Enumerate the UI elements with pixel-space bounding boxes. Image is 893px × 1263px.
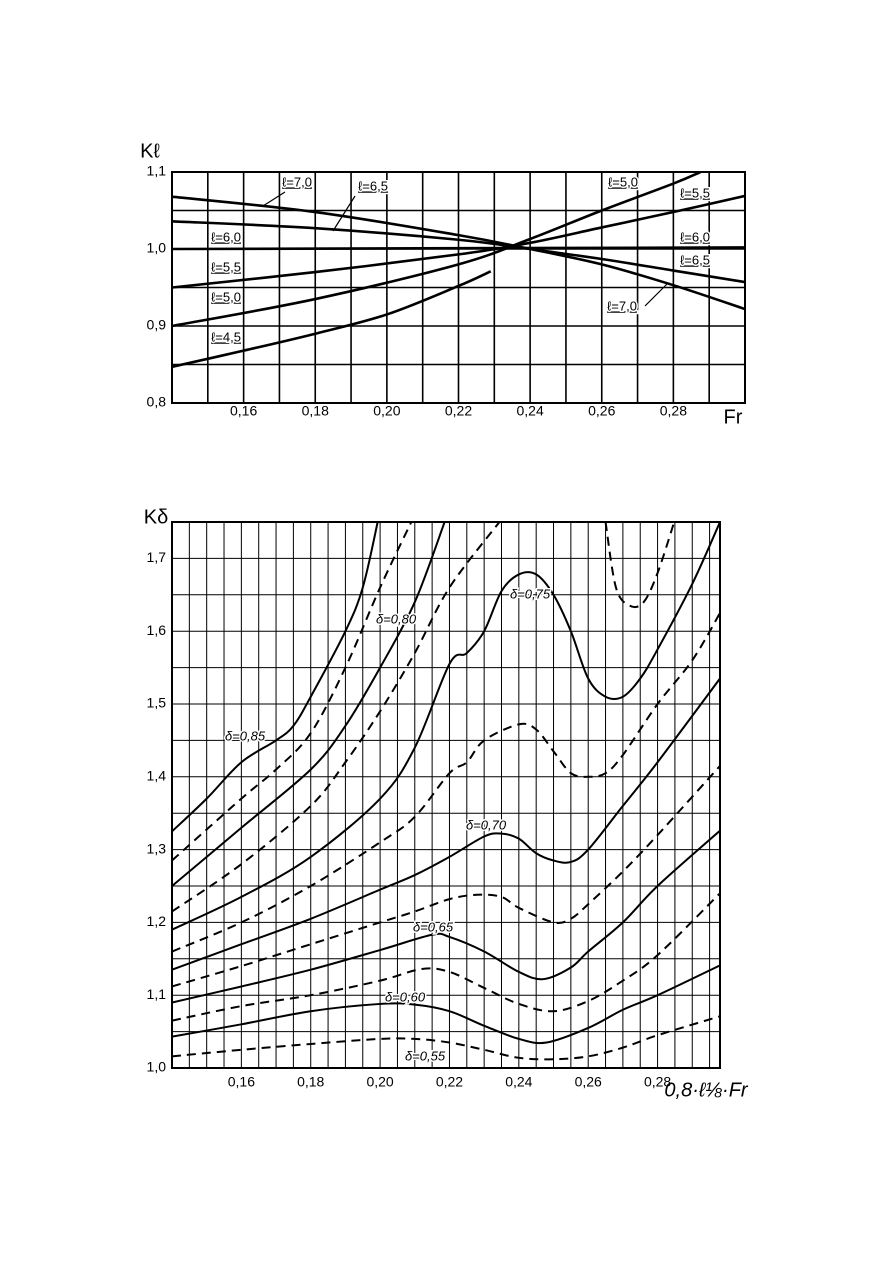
curve (172, 892, 720, 1022)
curve (172, 829, 720, 1004)
plot-area (172, 522, 720, 1061)
curve (172, 964, 720, 1045)
y-tick-label: 1,0 (147, 1059, 167, 1075)
y-tick-label: 1,5 (147, 695, 167, 711)
curve (172, 522, 720, 931)
x-tick-label: 0,28 (660, 403, 687, 419)
x-tick-label: 0,26 (588, 403, 615, 419)
y-tick-label: 1,7 (147, 549, 167, 565)
curve-label: ℓ=4,5 (211, 329, 241, 344)
y-tick-label: 1,6 (147, 622, 167, 638)
x-tick-label: 0,22 (445, 403, 472, 419)
y-tick-label: 1,1 (147, 986, 167, 1002)
curve-label: ℓ=6,0 (680, 229, 710, 244)
curve (172, 1015, 720, 1061)
curve-label: δ=0,80 (376, 611, 417, 626)
y-tick-label: 1,2 (147, 913, 167, 929)
y-tick-label: 0,8 (147, 394, 167, 410)
curve-label: ℓ=5,0 (211, 289, 241, 304)
curve-label: ℓ=7,0 (282, 174, 312, 189)
curve-label: δ=0,85 (225, 728, 266, 743)
x-tick-label: 0,22 (436, 1074, 463, 1090)
y-tick-label: 1,4 (147, 768, 167, 784)
y-tick-label: 0,9 (147, 317, 167, 333)
y-axis-label: Kℓ (140, 140, 160, 162)
curve (172, 172, 702, 328)
x-tick-label: 0,16 (228, 1074, 255, 1090)
curve-label: ℓ=6,5 (680, 252, 710, 267)
curve (172, 522, 413, 862)
y-tick-label: 1,1 (147, 163, 167, 179)
x-tick-label: 0,26 (575, 1074, 602, 1090)
x-axis-label: Fr (724, 406, 743, 428)
x-tick-label: 0,24 (505, 1074, 532, 1090)
curve-label: ℓ=6,0 (211, 229, 241, 244)
curve (172, 522, 446, 887)
curve (172, 522, 379, 833)
curve-label: δ=0,60 (385, 989, 426, 1004)
leader-line (332, 195, 356, 232)
curve (172, 677, 720, 971)
curve-label: ℓ=5,5 (680, 185, 710, 200)
curve (172, 195, 745, 311)
curve (172, 765, 720, 988)
x-tick-label: 0,18 (297, 1074, 324, 1090)
curve-label: δ=0,65 (413, 919, 454, 934)
curve-label: δ=0,70 (466, 817, 507, 832)
curve-label: ℓ=5,5 (211, 259, 241, 274)
x-tick-label: 0,20 (366, 1074, 393, 1090)
leader-line (644, 282, 669, 307)
x-tick-label: 0,16 (230, 403, 257, 419)
curve-label: ℓ=5,0 (608, 174, 638, 189)
curve (172, 522, 676, 913)
curve (172, 612, 720, 953)
y-tick-label: 1,3 (147, 840, 167, 856)
x-tick-label: 0,28 (644, 1074, 671, 1090)
x-tick-label: 0,18 (302, 403, 329, 419)
curve (172, 270, 492, 369)
y-axis-label: Kδ (144, 506, 168, 528)
plot-frame (171, 521, 721, 1069)
x-tick-label: 0,20 (373, 403, 400, 419)
x-tick-label: 0,24 (517, 403, 544, 419)
curve-label: ℓ=6,5 (358, 178, 388, 193)
leader-line (262, 191, 286, 207)
y-tick-label: 1,0 (147, 240, 167, 256)
curve-label: δ=0,55 (405, 1048, 446, 1063)
curve (172, 246, 745, 251)
plot-area (172, 172, 745, 369)
curve-label: ℓ=7,0 (607, 298, 637, 313)
curve-label: δ=0,75 (510, 586, 551, 601)
x-axis-label: 0,8·ℓ⅛·Fr (664, 1079, 748, 1101)
